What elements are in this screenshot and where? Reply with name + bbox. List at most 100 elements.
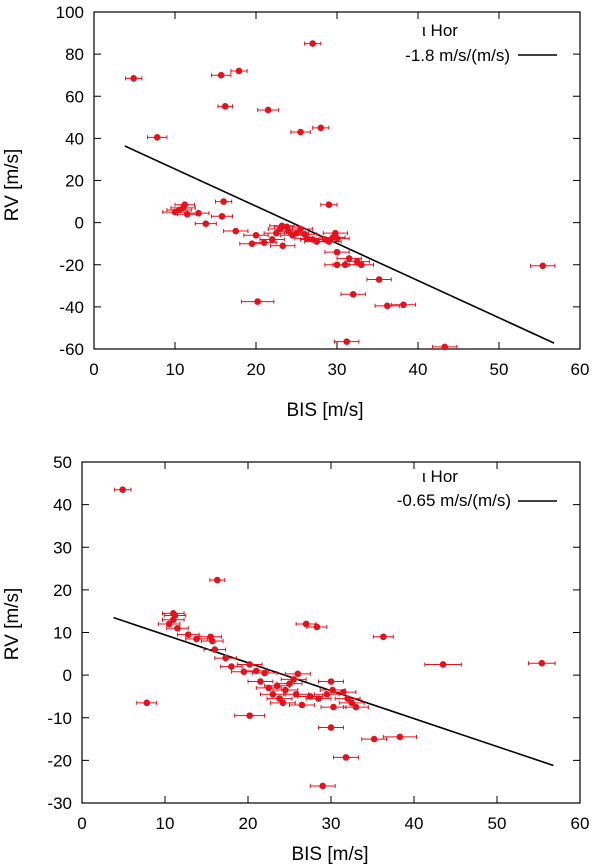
chart-bottom-point: [234, 712, 266, 719]
chart-top-point-marker: [217, 71, 225, 79]
chart-bottom-xtick-label: 50: [488, 814, 507, 833]
chart-bottom-point: [280, 676, 307, 683]
chart-bottom-point: [209, 576, 226, 584]
chart-bottom-point-marker: [379, 633, 387, 641]
chart-top-point-marker: [232, 227, 240, 235]
chart-bottom-point: [113, 486, 132, 494]
chart-top-point-marker: [539, 262, 547, 270]
chart-bottom-xtick-label: 40: [405, 814, 424, 833]
chart-top-ytick-label: -20: [59, 256, 84, 275]
chart-bottom-point-marker: [313, 623, 321, 631]
chart-bottom-xlabel: BIS [m/s]: [291, 844, 368, 865]
chart-bottom-point-marker: [294, 670, 302, 678]
chart-top-point: [194, 220, 217, 227]
chart-bottom-point-marker: [298, 701, 306, 709]
chart-top-point: [146, 134, 168, 141]
chart-bottom-point-marker: [174, 624, 181, 632]
chart-top-ytick-label: 60: [65, 87, 84, 106]
chart-bottom-point-marker: [290, 676, 297, 683]
chart-bottom-point: [295, 620, 317, 628]
chart-bottom-point-marker: [396, 733, 404, 741]
chart-bottom-point-marker: [352, 703, 360, 711]
chart-bottom-point-marker: [213, 576, 221, 584]
chart-bottom-point: [162, 616, 185, 624]
chart-top-point-marker: [341, 261, 349, 269]
chart-bottom: RV [m/s] BIS [m/s] ι Hor -0.65 m/s/(m/s)…: [2, 453, 589, 865]
chart-top-point-marker: [279, 242, 287, 250]
chart-top-legend: ι Hor -1.8 m/s/(m/s): [405, 21, 557, 65]
chart-bottom-point: [382, 733, 417, 741]
chart-bottom-point-marker: [538, 659, 546, 667]
chart-top-point-marker: [400, 301, 407, 309]
chart-bottom-point-marker: [211, 646, 219, 653]
chart-top-point-marker: [220, 198, 227, 205]
chart-top-xtick-label: 0: [89, 360, 98, 379]
chart-top-point-marker: [218, 213, 226, 220]
chart-top-point: [324, 235, 350, 242]
chart-top-point-marker: [264, 106, 272, 114]
chart-bottom-point-marker: [323, 691, 331, 698]
chart-top-fit-line: [124, 145, 555, 344]
chart-top-point-marker: [441, 343, 449, 351]
chart-bottom-point: [372, 633, 394, 641]
chart-bottom-point: [528, 659, 556, 667]
chart-bottom-point-marker: [184, 631, 192, 638]
chart-bottom-point-marker: [279, 699, 287, 707]
chart-top-point: [374, 302, 400, 310]
chart-top-point-marker: [343, 338, 351, 345]
chart-bottom-point: [203, 646, 227, 653]
chart-top-point: [320, 201, 338, 209]
chart-bottom-point-marker: [228, 663, 235, 670]
chart-bottom-point-marker: [246, 661, 253, 668]
chart-top-point: [334, 338, 360, 345]
chart-bottom-point: [166, 624, 189, 632]
chart-top-ytick-label: -40: [59, 298, 84, 317]
chart-top-point: [432, 343, 458, 351]
chart-top-point-marker: [268, 236, 276, 243]
chart-top-point: [312, 124, 330, 132]
chart-top-ytick-label: 20: [65, 172, 84, 191]
chart-top-point: [340, 290, 366, 298]
chart-top-point-marker: [383, 302, 391, 310]
chart-top-point-marker: [181, 201, 189, 209]
chart-top-ytick-label: 40: [65, 129, 84, 148]
chart-bottom-point: [313, 691, 340, 698]
chart-top-point-marker: [325, 201, 333, 209]
chart-top-point: [217, 103, 234, 110]
chart-bottom-point: [185, 635, 208, 643]
chart-top-legend-slope: -1.8 m/s/(m/s): [405, 46, 510, 65]
chart-bottom-point-marker: [257, 678, 264, 685]
chart-top-point: [390, 301, 417, 309]
chart-top-xtick-label: 30: [328, 360, 347, 379]
chart-bottom-point-marker: [282, 686, 289, 694]
chart-bottom-point: [259, 691, 286, 698]
chart-bottom-ylabel: RV [m/s]: [2, 588, 23, 661]
chart-top-point-marker: [293, 229, 300, 237]
chart-top-point: [269, 222, 295, 230]
chart-bottom-ytick-label: 0: [63, 666, 72, 685]
chart-bottom-point: [236, 661, 263, 668]
chart-bottom-ytick-label: 50: [53, 453, 72, 472]
chart-top-ytick-label: 100: [56, 3, 84, 22]
chart-top-point-marker: [333, 248, 341, 256]
chart-top-point: [257, 106, 280, 114]
chart-bottom-point: [334, 695, 361, 702]
chart-bottom-point: [176, 631, 200, 638]
chart-bottom-point-marker: [170, 616, 177, 624]
chart-bottom-point: [338, 699, 365, 707]
chart-top-point-marker: [345, 255, 353, 262]
chart-bottom-point: [251, 669, 278, 677]
chart-top-point-marker: [252, 231, 260, 239]
chart-top-xtick-label: 10: [166, 360, 185, 379]
chart-top-point-marker: [297, 128, 304, 136]
chart-top-point: [294, 235, 320, 242]
chart-top-point-marker: [183, 210, 191, 218]
chart-top-point: [210, 213, 234, 220]
chart-top-point-marker: [202, 220, 210, 227]
chart-top-point: [304, 40, 322, 47]
chart-bottom-point: [157, 620, 181, 628]
chart-top-point: [210, 71, 232, 79]
chart-bottom-point: [201, 637, 224, 645]
chart-bottom-point: [136, 699, 158, 707]
chart-bottom-point: [247, 678, 274, 685]
